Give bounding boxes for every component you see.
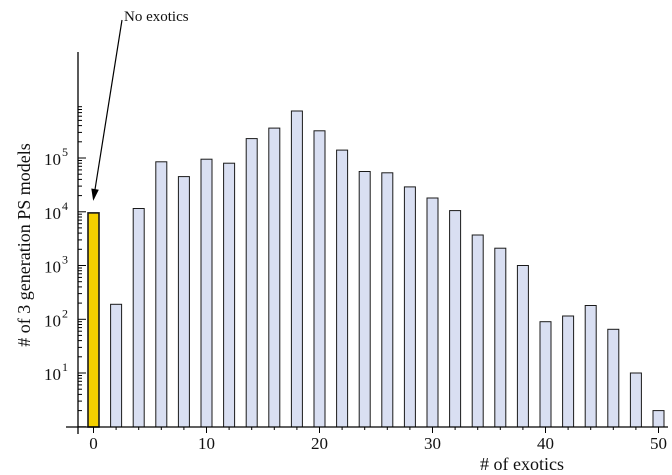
y-ticks-group: 101 102 103 104 105 — [44, 106, 86, 428]
bar-x-44 — [584, 305, 597, 428]
annotation-arrow — [92, 19, 123, 200]
y-axis-label: # of 3 generation PS models — [14, 143, 34, 346]
bar-x-0 — [87, 212, 100, 428]
y-tick-exponent: 4 — [62, 199, 68, 213]
bar-x-46 — [607, 328, 620, 428]
y-tick-exponent: 5 — [62, 145, 68, 159]
bar-x-42 — [562, 315, 575, 428]
bar-x-36 — [494, 247, 507, 428]
bar-x-26 — [381, 172, 394, 428]
bar-x-6 — [155, 161, 168, 428]
bar-x-48 — [629, 372, 642, 428]
x-ticks-group: 0 10 20 30 40 50 — [89, 427, 667, 453]
bar-x-2 — [110, 303, 123, 428]
x-tick-label: 0 — [89, 434, 98, 453]
y-tick-label: 105 — [44, 145, 68, 169]
y-tick-label: 104 — [44, 199, 68, 223]
y-tick-label: 103 — [44, 253, 68, 277]
bar-x-38 — [516, 265, 529, 428]
y-tick-label: 102 — [44, 306, 68, 330]
bar-x-22 — [336, 149, 349, 428]
bar-x-30 — [426, 197, 439, 428]
bar-x-18 — [290, 110, 303, 428]
x-tick-label: 10 — [198, 434, 215, 453]
bar-x-10 — [200, 158, 213, 428]
bar-x-32 — [449, 210, 462, 428]
annotation-arrowhead — [91, 188, 99, 201]
bar-x-50 — [652, 410, 665, 428]
bar-x-28 — [403, 186, 416, 428]
bar-x-34 — [471, 234, 484, 428]
bar-x-20 — [313, 130, 326, 428]
annotation-group: No exotics — [91, 9, 189, 201]
annotation-label: No exotics — [124, 9, 189, 25]
y-tick-exponent: 3 — [62, 253, 68, 267]
x-tick-label: 30 — [424, 434, 441, 453]
bars-group — [87, 110, 665, 428]
bar-x-14 — [245, 138, 258, 428]
bar-x-8 — [177, 176, 190, 428]
x-tick-label: 20 — [311, 434, 328, 453]
y-tick-exponent: 2 — [62, 306, 68, 320]
x-tick-label: 50 — [650, 434, 667, 453]
y-tick-label: 101 — [44, 360, 68, 384]
y-tick-exponent: 1 — [62, 360, 68, 374]
bar-x-16 — [268, 127, 281, 428]
bar-x-40 — [539, 321, 552, 428]
bar-x-4 — [132, 208, 145, 428]
x-tick-label: 40 — [537, 434, 554, 453]
bar-x-24 — [358, 171, 371, 428]
bar-x-12 — [223, 162, 236, 428]
x-axis-label: # of exotics — [480, 454, 564, 474]
